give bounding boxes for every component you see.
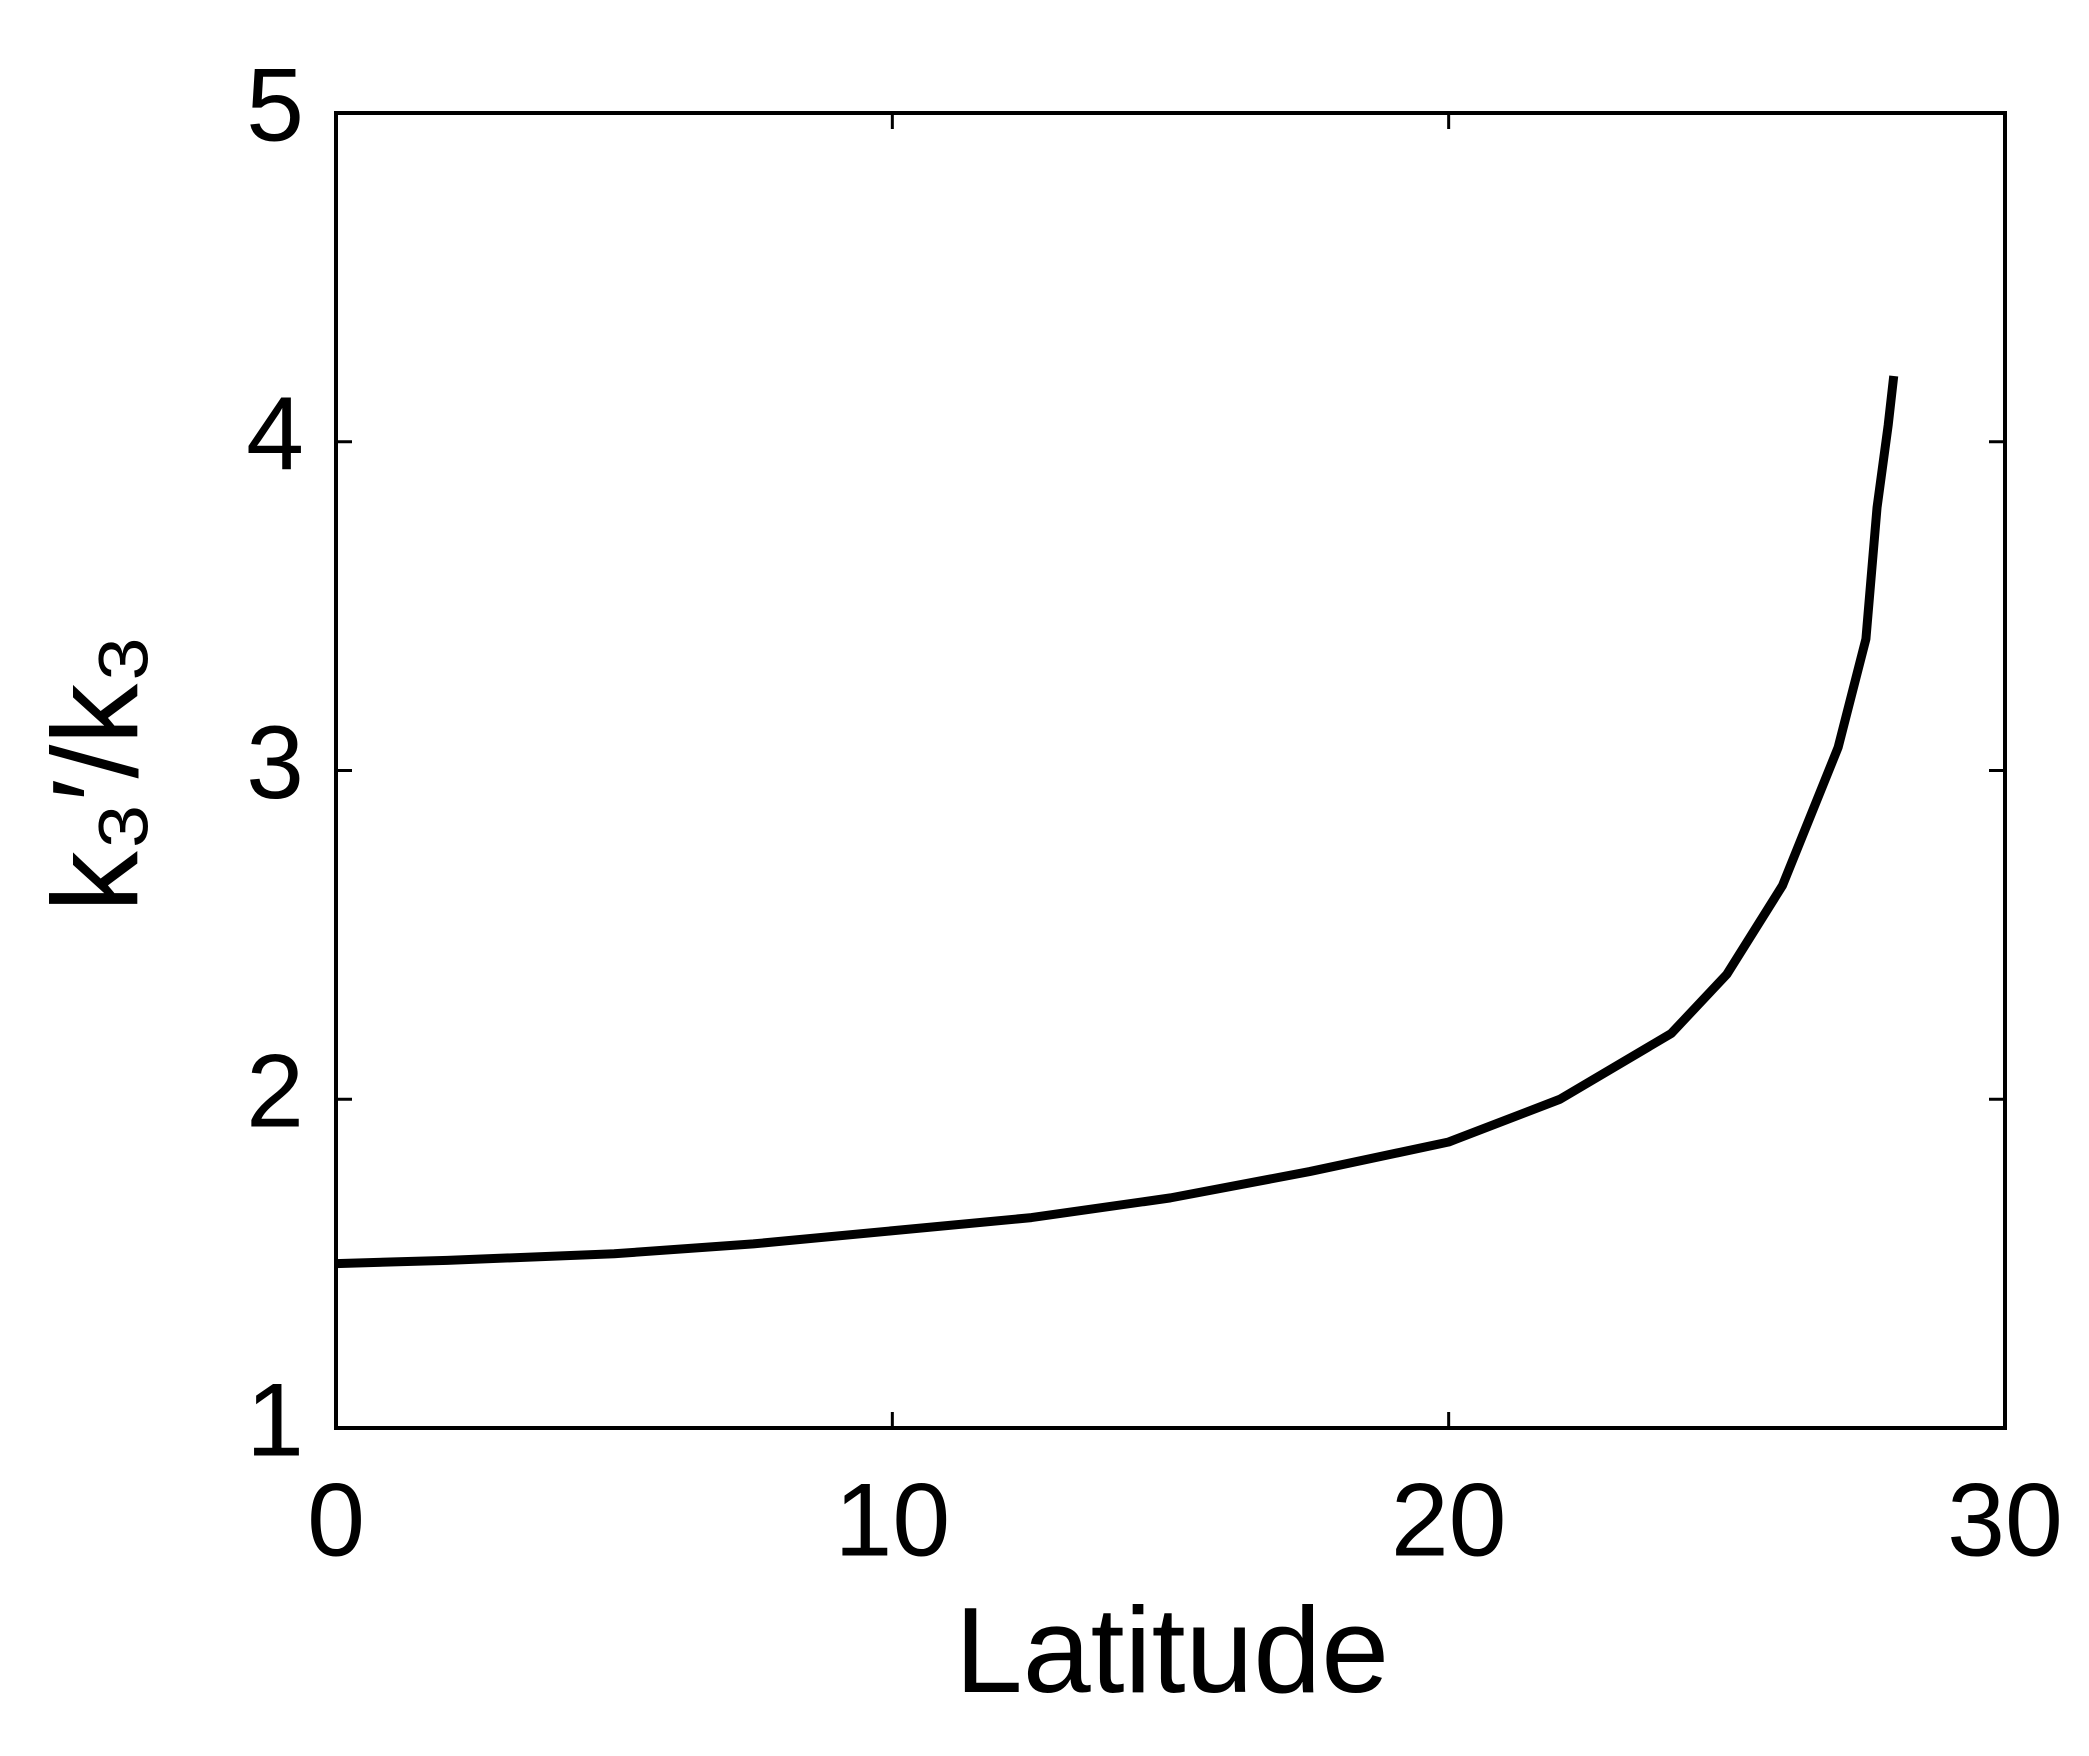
y-tick-label: 3: [246, 705, 304, 821]
x-tick-label: 10: [834, 1462, 950, 1578]
y-tick-label: 4: [246, 376, 304, 492]
y-tick-label: 2: [246, 1034, 304, 1150]
x-tick-label: 0: [307, 1462, 365, 1578]
data-line: [335, 375, 1899, 1269]
x-tick-label: 30: [1947, 1462, 2063, 1578]
y-axis-label: k₃′/k₃: [27, 634, 163, 912]
y-tick-label: 1: [246, 1362, 304, 1478]
plot-frame: [334, 111, 2007, 1430]
x-tick-label: 20: [1391, 1462, 1507, 1578]
y-tick-label: 5: [246, 47, 304, 163]
x-axis-label: Latitude: [955, 1582, 1389, 1718]
